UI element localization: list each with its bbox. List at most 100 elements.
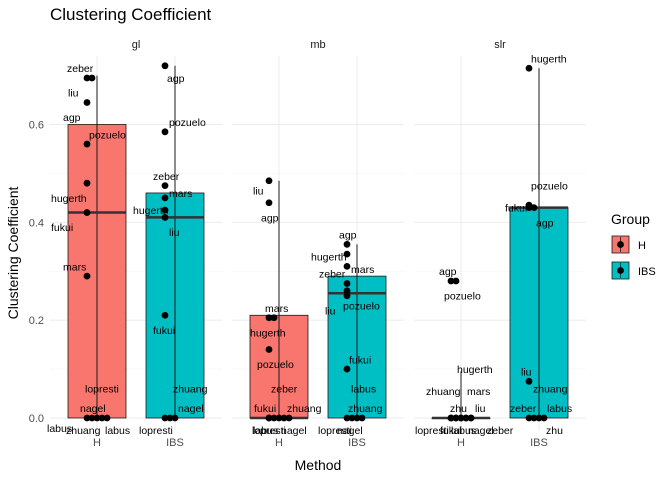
data-point [83,272,91,280]
data-label: liu [253,186,264,198]
data-label: hugerth [311,252,347,264]
legend-key-point [617,241,624,248]
data-point [161,62,169,70]
data-label: agp [261,212,279,224]
data-label: agp [63,112,81,124]
y-tick-label: 0.6 [29,119,44,131]
data-point [452,277,460,285]
data-point [358,414,366,422]
data-label: zhu [450,403,467,415]
y-tick-label: 0.2 [29,315,44,327]
data-point [343,240,351,248]
data-label: zeber [319,269,346,281]
legend-label: H [638,240,646,252]
data-label: labus [451,425,476,437]
data-point [530,414,538,422]
data-point [83,74,91,82]
data-point [447,414,455,422]
facet-strip-label: gl [132,39,141,51]
data-point [525,377,533,385]
data-point [343,287,351,295]
data-label: liu [68,88,79,100]
data-label: hugerth [133,205,169,217]
data-point [343,262,351,270]
facet-mb: mb H IBS liu agp mars hugerth pozuelo zeber fukui… [232,39,404,449]
chart-title: Clustering Coefficient [50,5,212,24]
data-point [280,414,288,422]
data-label: zeber [487,425,514,437]
data-point [270,314,278,322]
data-label: hugerth [250,327,286,339]
data-point [171,414,179,422]
y-axis-label: Clustering Coefficient [5,186,21,319]
data-label: zhu [546,425,563,437]
data-label: liu [169,227,180,239]
data-label: agp [536,217,554,229]
data-label: agp [339,230,357,242]
data-label: mars [169,188,192,200]
data-label: lopresti [415,425,449,437]
data-point [343,292,351,300]
data-label: agp [167,73,185,85]
data-label: zeber [153,171,180,183]
data-label: lopresti [85,384,119,396]
data-label: fukui [254,403,276,415]
data-label: nagel [468,425,494,437]
data-label: liu [325,305,336,317]
data-point [83,140,91,148]
data-label: labus [47,423,72,435]
data-label: lopresti [252,425,286,437]
data-point [265,199,273,207]
data-label: zeber [271,384,298,396]
data-point [83,414,91,422]
data-label: labus [253,425,278,437]
data-point [88,74,96,82]
data-label: fukui [51,222,73,234]
data-point [93,414,101,422]
data-label: fukui [349,354,371,366]
facet-strip-label: slr [494,39,506,51]
data-point [353,414,361,422]
data-label: fukui [440,425,462,437]
data-point [535,414,543,422]
data-point [88,414,96,422]
data-point [161,206,169,214]
data-point [348,414,356,422]
data-label: lopresti [139,425,173,437]
data-label: labus [351,384,376,396]
data-label: pozuelo [169,117,206,129]
data-label: fukui [153,325,175,337]
data-point [161,414,169,422]
data-label: mars [467,386,490,398]
data-point [98,414,106,422]
data-label: nagel [178,403,204,415]
legend-key-point [617,267,624,274]
x-tick-label: H [457,437,465,449]
data-label: agp [439,266,457,278]
x-tick-label: H [275,437,283,449]
data-label: zhuang [533,384,568,396]
data-label: labus [105,425,130,437]
data-point [343,250,351,258]
legend: Group H IBS [611,211,656,280]
data-point [265,346,273,353]
data-point [83,209,91,216]
data-point [161,311,169,319]
data-point [265,177,273,185]
data-label: pozuelo [531,181,568,193]
x-tick-label: IBS [348,437,366,449]
data-label: nagel [337,425,363,437]
data-label: mars [351,264,374,276]
data-label: zhuang [426,386,461,398]
data-point [275,414,283,422]
data-label: liu [521,367,532,379]
data-point [530,204,538,212]
data-point [540,414,548,422]
data-label: pozuelo [257,359,294,371]
y-tick-label: 0.4 [29,217,44,229]
data-point [447,277,455,285]
data-label: zeber [67,63,94,75]
data-label: zhuang [348,403,383,415]
data-point [457,414,465,422]
